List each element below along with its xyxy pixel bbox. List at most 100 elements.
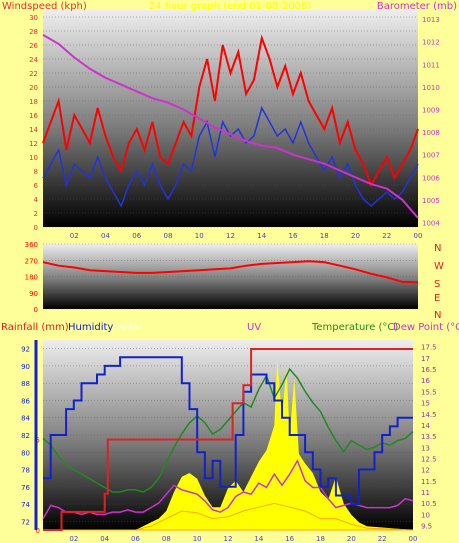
temperature-tick-label: 14 <box>421 422 430 430</box>
windspeed-axis-label: Windspeed (kph) <box>2 1 87 12</box>
barometer-tick-label: 1010 <box>422 84 440 92</box>
climate-x-tick-label: 12 <box>224 535 233 543</box>
windspeed-tick-label: 8 <box>34 168 38 176</box>
wind-x-tick-label: 10 <box>195 232 204 240</box>
solar-legend-label: Solar <box>117 322 143 333</box>
wind-x-tick-label: 16 <box>289 232 298 240</box>
wind-gust-line <box>42 34 419 188</box>
humidity-tick-label: 84 <box>21 415 30 423</box>
barometer-tick-label: 1013 <box>422 16 440 24</box>
humidity-tick-label: 90 <box>21 363 30 371</box>
windspeed-tick-label: 20 <box>29 84 38 92</box>
dewpoint-legend-label: Dew Point (°C) <box>393 322 459 333</box>
wind-x-tick-label: 08 <box>164 232 173 240</box>
humidity-tick-label: 88 <box>21 380 30 388</box>
windspeed-tick-label: 28 <box>29 28 38 36</box>
temperature-tick-label: 12 <box>421 467 430 475</box>
windspeed-tick-label: 16 <box>29 112 38 120</box>
temperature-tick-label: 11.5 <box>421 478 437 486</box>
wind-x-tick-label: 20 <box>351 232 360 240</box>
direction-label-w: W <box>434 261 444 272</box>
rainfall-axis-label: Rainfall (mm) <box>1 322 69 333</box>
windspeed-tick-label: 26 <box>29 42 38 50</box>
plot-area-wind <box>43 10 418 227</box>
windspeed-tick-label: 24 <box>29 56 38 64</box>
wind-average-line <box>42 106 419 208</box>
wind-x-tick-label: 18 <box>320 232 329 240</box>
temperature-tick-label: 14.5 <box>421 411 437 419</box>
direction-tick-label: 0 <box>34 306 38 314</box>
humidity-tick-label: 92 <box>21 346 30 354</box>
barometer-tick-label: 1007 <box>422 152 440 160</box>
direction-label-n-bottom: N <box>434 310 441 321</box>
humidity-tick-label: 82 <box>21 432 30 440</box>
temperature-tick-label: 9.5 <box>421 523 432 531</box>
climate-x-tick-label: 04 <box>100 535 109 543</box>
rain-tick-label: 5 <box>36 437 40 445</box>
temperature-legend-label: Temperature (°C) <box>311 322 398 333</box>
rain-tick-label: 0 <box>36 527 40 535</box>
temperature-tick-label: 10 <box>421 511 430 519</box>
windspeed-tick-label: 22 <box>29 70 38 78</box>
humidity-legend-label: Humidity <box>68 322 113 333</box>
climate-x-tick-label: 16 <box>285 535 294 543</box>
temperature-tick-label: 17.5 <box>421 344 437 352</box>
temperature-tick-label: 13.5 <box>421 433 437 441</box>
windspeed-tick-label: 10 <box>29 154 38 162</box>
windspeed-tick-label: 30 <box>29 14 38 22</box>
wind-x-tick-label: 12 <box>226 232 235 240</box>
uv-legend-label: UV <box>247 322 261 333</box>
wind-x-tick-label: 14 <box>257 232 266 240</box>
direction-tick-label: 90 <box>29 290 38 298</box>
temperature-tick-label: 17 <box>421 355 430 363</box>
humidity-tick-label: 74 <box>21 501 30 509</box>
humidity-tick-label: 76 <box>21 484 30 492</box>
climate-x-tick-label: 10 <box>193 535 202 543</box>
climate-x-tick-label: 06 <box>131 535 140 543</box>
windspeed-tick-label: 12 <box>29 140 38 148</box>
direction-label-e: E <box>434 293 440 304</box>
windspeed-tick-label: 0 <box>34 224 38 232</box>
rainfall-line <box>43 348 413 531</box>
barometer-tick-label: 1008 <box>422 129 440 137</box>
direction-tick-label: 270 <box>25 257 38 265</box>
windspeed-tick-label: 2 <box>34 210 38 218</box>
humidity-line <box>43 356 413 506</box>
wind-x-tick-label: 06 <box>132 232 141 240</box>
barometer-axis-label: Barometer (mb) <box>377 1 457 12</box>
windspeed-tick-label: 6 <box>34 182 39 190</box>
climate-x-tick-label: 00 <box>409 535 418 543</box>
temperature-tick-label: 15.5 <box>421 388 437 396</box>
climate-x-tick-label: 14 <box>254 535 263 543</box>
climate-x-tick-label: 22 <box>378 535 387 543</box>
climate-x-tick-label: 02 <box>69 535 78 543</box>
direction-label-n-top: N <box>434 243 441 254</box>
temperature-tick-label: 13 <box>421 444 430 452</box>
uv-area <box>43 502 414 531</box>
barometer-tick-label: 1006 <box>422 174 440 182</box>
temperature-tick-label: 12.5 <box>421 455 437 463</box>
windspeed-tick-label: 14 <box>29 126 38 134</box>
wind-x-tick-label: 00 <box>414 232 423 240</box>
direction-tick-label: 180 <box>25 274 38 282</box>
climate-x-tick-label: 20 <box>347 535 356 543</box>
direction-label-s: S <box>434 279 440 290</box>
climate-x-tick-label: 08 <box>162 535 171 543</box>
temperature-tick-label: 10.5 <box>421 500 437 508</box>
windspeed-tick-label: 4 <box>34 196 39 204</box>
temperature-tick-label: 16 <box>421 377 430 385</box>
humidity-tick-label: 72 <box>21 518 30 526</box>
humidity-tick-label: 80 <box>21 449 30 457</box>
barometer-line <box>42 34 419 219</box>
direction-tick-label: 360 <box>25 241 38 249</box>
wind-x-tick-label: 02 <box>70 232 79 240</box>
wind-x-tick-label: 22 <box>382 232 391 240</box>
barometer-tick-label: 1004 <box>422 219 440 227</box>
windspeed-tick-label: 18 <box>29 98 38 106</box>
temperature-tick-label: 11 <box>421 489 430 497</box>
wind-direction-line <box>42 260 419 284</box>
barometer-tick-label: 1011 <box>422 61 440 69</box>
temperature-line <box>42 367 414 493</box>
solar-area <box>43 359 413 530</box>
